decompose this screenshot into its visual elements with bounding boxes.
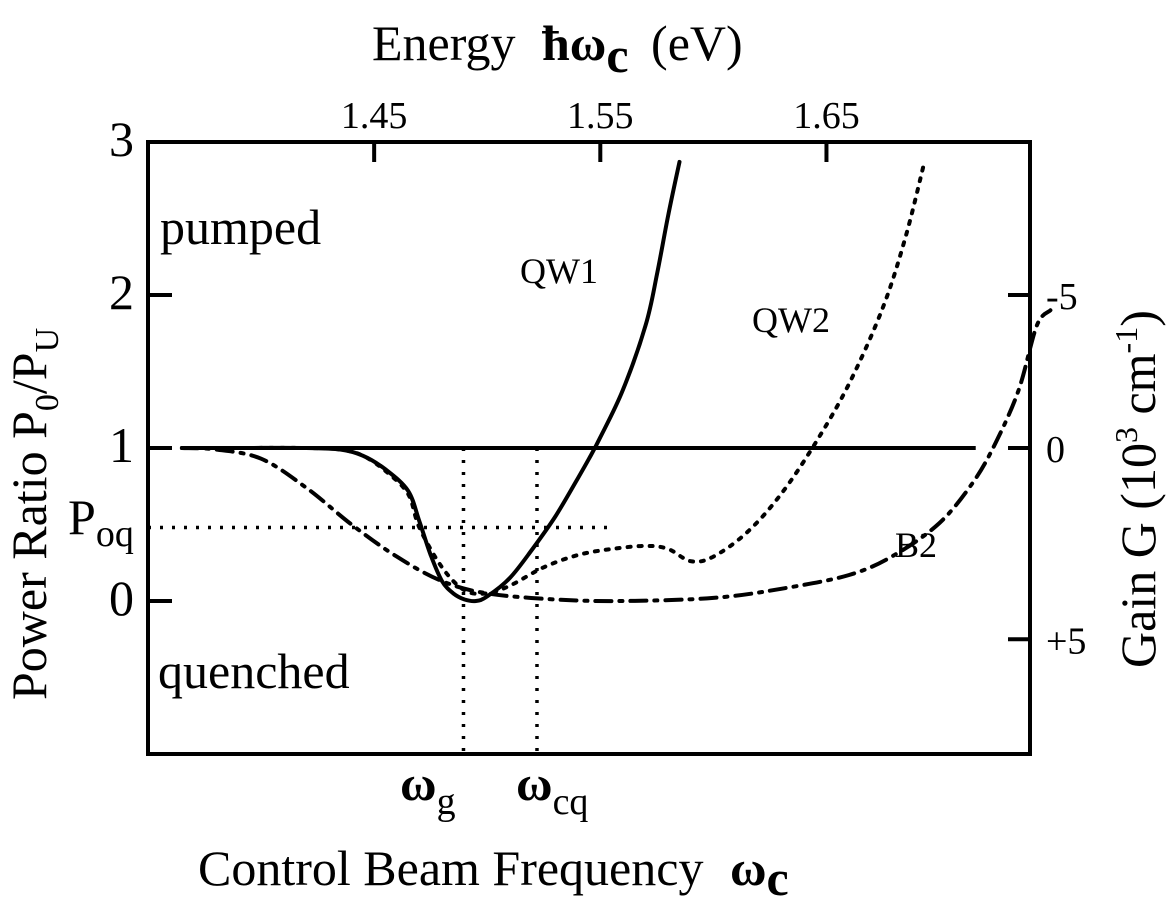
left-tick-label: 0: [109, 570, 134, 626]
left-tick-label: 2: [109, 264, 134, 320]
left-axis-title: Power Ratio P0/PU: [1, 328, 66, 700]
b2-label: B2: [895, 525, 937, 565]
bottom-axis-title: Control Beam Frequency ωc: [198, 840, 789, 906]
right-axis-title: Gain G (103 cm-1): [1108, 310, 1166, 668]
left-tick-label: 3: [109, 111, 134, 167]
poq-label: Poq: [68, 489, 134, 555]
omega-cq-label: ωcq: [516, 755, 588, 823]
top-tick-label: 1.65: [793, 95, 860, 137]
top-tick-label: 1.55: [567, 95, 634, 137]
series-qw2-line: [179, 162, 926, 596]
qw1-label: QW1: [520, 251, 598, 291]
right-tick-label: +5: [1046, 620, 1086, 662]
qw2-label: QW2: [752, 300, 830, 340]
quenched-label: quenched: [158, 643, 350, 699]
omega-g-label: ωg: [400, 755, 456, 823]
series-qw1-line: [179, 159, 682, 604]
top-tick-label: 1.45: [341, 95, 408, 137]
series-b2-line: [179, 308, 1053, 604]
left-tick-label: 1: [109, 417, 134, 473]
right-tick-label: 0: [1046, 429, 1065, 471]
top-axis-title: Energy ħωc (eV): [372, 15, 743, 83]
pumped-label: pumped: [160, 199, 321, 255]
